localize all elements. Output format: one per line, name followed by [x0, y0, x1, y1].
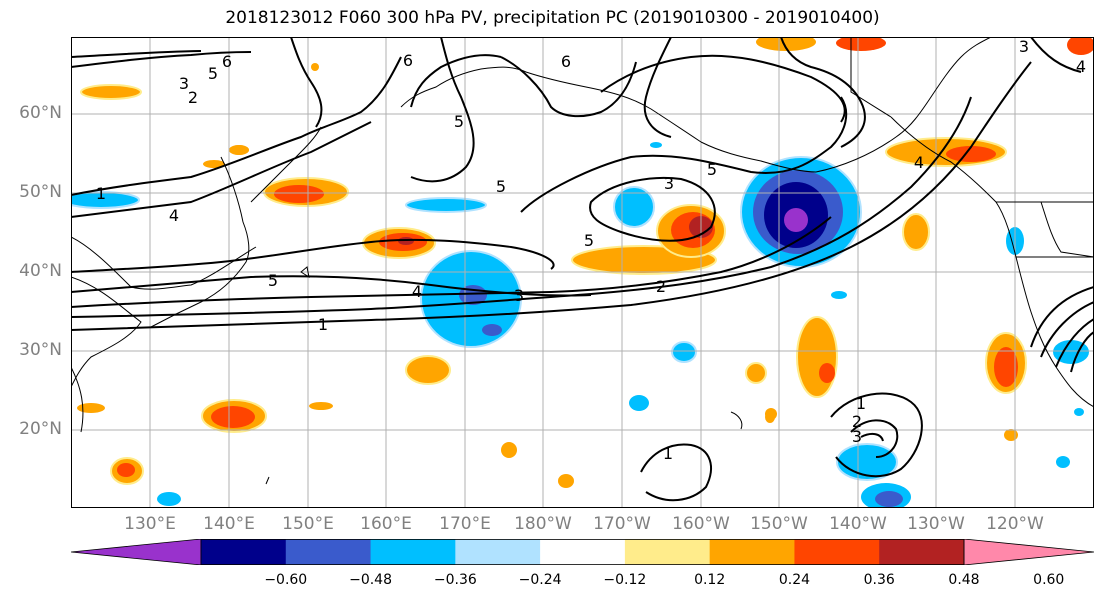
contour-label: 1	[96, 184, 106, 203]
contour-label: 1	[856, 394, 866, 413]
colorbar-tick-label: −0.12	[603, 572, 647, 588]
lat-label-20: 20°N	[19, 419, 62, 439]
colorbar-cell	[201, 539, 287, 565]
contour-label: 6	[403, 51, 413, 70]
contour-label: 3	[179, 74, 189, 93]
colorbar-cell	[540, 539, 626, 565]
contour-label: 3	[664, 174, 674, 193]
contour-label: 4	[914, 153, 924, 172]
contour-label: 5	[208, 64, 218, 83]
colorbar-tick-label: −0.24	[518, 572, 562, 588]
lon-label-120w: 120°W	[986, 514, 1044, 534]
contour-label: 6	[561, 52, 571, 71]
lon-label-160e: 160°E	[360, 514, 412, 534]
colorbar-tick-label: −0.36	[433, 572, 477, 588]
colorbar-cell	[455, 539, 541, 565]
colorbar	[71, 539, 1094, 565]
map-panel: 6 5 3 2 6 5 6 1 4 5 5 3 5 5 2 4 3 1 4 1 …	[71, 37, 1094, 508]
contour-label: 5	[584, 231, 594, 250]
contour-label: 5	[707, 160, 717, 179]
colorbar-tick-label: 0.12	[694, 572, 726, 588]
lon-label-130e: 130°E	[124, 514, 176, 534]
lon-label-160w: 160°W	[672, 514, 730, 534]
colorbar-extend-max	[963, 539, 1094, 565]
pv-contours	[71, 37, 1094, 502]
contour-labels: 6 5 3 2 6 5 6 1 4 5 5 3 5 5 2 4 3 1 4 1 …	[96, 37, 1086, 463]
contour-label: 3	[1019, 37, 1029, 56]
colorbar-cell	[709, 539, 795, 565]
lon-label-150w: 150°W	[750, 514, 808, 534]
lat-label-30: 30°N	[19, 340, 62, 360]
colorbar-tick-label: −0.48	[349, 572, 392, 588]
colorbar-extend-min	[71, 539, 202, 565]
lon-label-140w: 140°W	[829, 514, 887, 534]
lat-label-40: 40°N	[19, 261, 62, 281]
contour-label: 5	[496, 177, 506, 196]
lat-label-50: 50°N	[19, 182, 62, 202]
contour-label: 3	[514, 286, 524, 305]
lon-label-180w: 180°W	[514, 514, 572, 534]
lon-label-170w: 170°W	[593, 514, 651, 534]
colorbar-tick-label: 0.48	[948, 572, 980, 588]
contour-label: 4	[412, 282, 422, 301]
lon-label-130w: 130°W	[907, 514, 965, 534]
lon-label-140e: 140°E	[203, 514, 255, 534]
colorbar-tick-label: 0.60	[1033, 572, 1065, 588]
colorbar-tick-label: −0.60	[264, 572, 308, 588]
contour-label: 5	[268, 271, 278, 290]
contour-label: 5	[454, 112, 464, 131]
contour-label: 1	[318, 315, 328, 334]
colorbar-cell	[285, 539, 372, 565]
contour-label: 4	[169, 206, 179, 225]
contour-label: 2	[852, 412, 862, 431]
contour-label: 4	[1076, 57, 1086, 76]
lon-label-150e: 150°E	[282, 514, 334, 534]
lon-label-170e: 170°E	[439, 514, 491, 534]
colorbar-tick-label: 0.24	[778, 572, 811, 588]
gridlines	[71, 37, 1094, 508]
map-title: 2018123012 F060 300 hPa PV, precipitatio…	[225, 8, 880, 28]
contour-label: 3	[852, 427, 862, 446]
colorbar-cell	[624, 539, 711, 565]
coastlines	[71, 37, 1094, 485]
precip-positive-areas	[77, 37, 1094, 488]
contour-label: 2	[656, 277, 666, 296]
contour-label: 6	[222, 52, 232, 71]
colorbar-cell	[879, 539, 965, 565]
contour-label: 2	[188, 88, 198, 107]
contour-label: 1	[663, 444, 673, 463]
colorbar-cell	[794, 539, 880, 565]
colorbar-cell	[370, 539, 456, 565]
colorbar-tick-label: 0.36	[863, 572, 895, 588]
lat-label-60: 60°N	[19, 103, 62, 123]
